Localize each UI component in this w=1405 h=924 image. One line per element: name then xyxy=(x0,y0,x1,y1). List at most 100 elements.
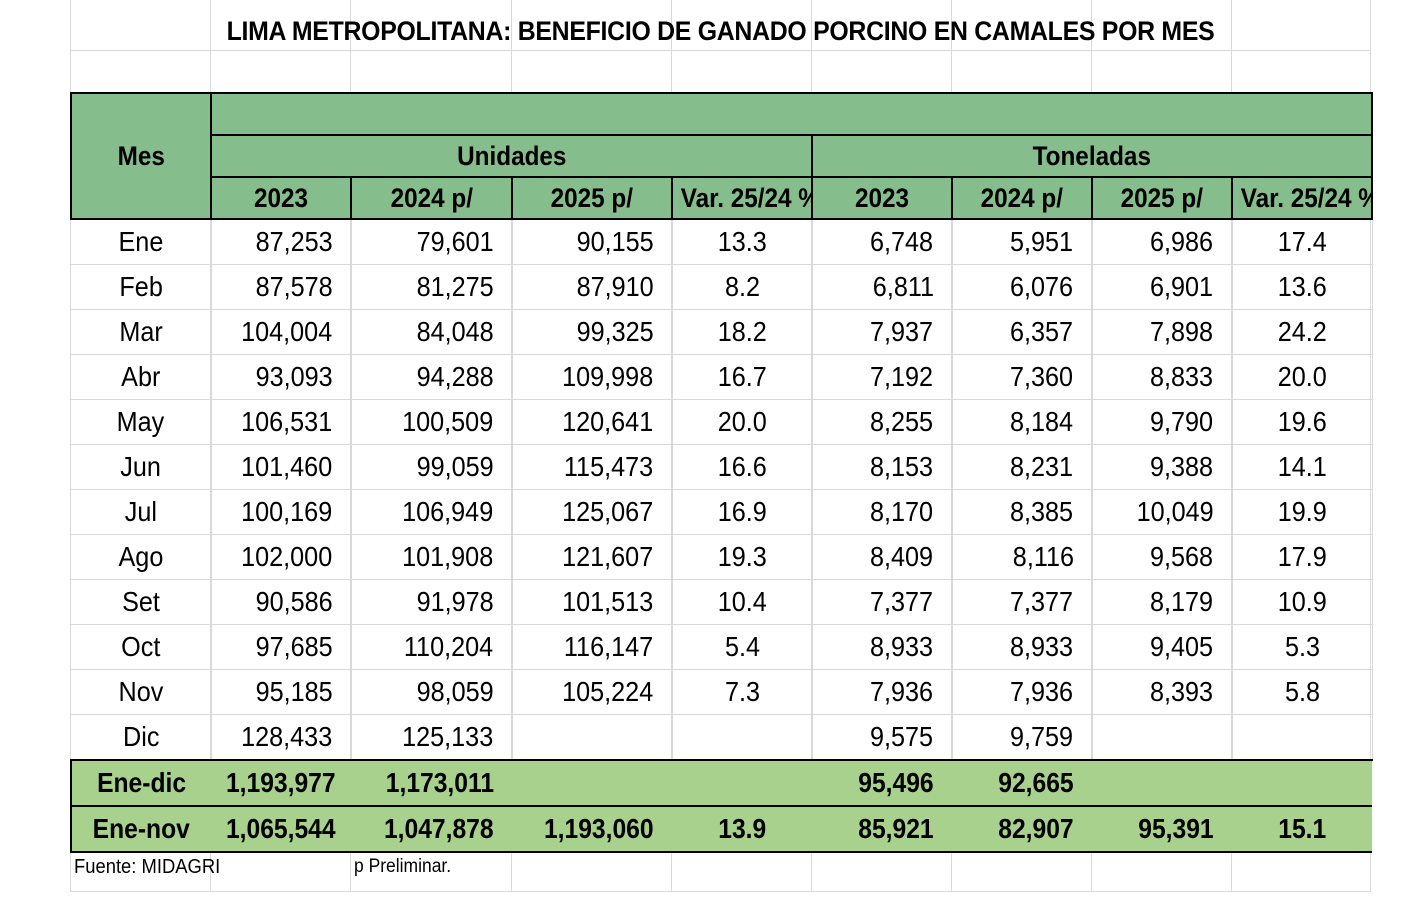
cell-u25: 1,193,060 xyxy=(512,805,672,853)
cell-uvar: 13.9 xyxy=(672,805,812,853)
cell-u25: 115,473 xyxy=(512,444,673,490)
header-mes: Mes xyxy=(70,92,212,220)
cell-uvar: 13.3 xyxy=(672,219,813,265)
cell-tvar: 19.6 xyxy=(1232,399,1373,445)
cell-tvar: 20.0 xyxy=(1232,354,1373,400)
cell-u23: 93,093 xyxy=(211,354,352,400)
month-label: Feb xyxy=(71,264,212,310)
cell-u25: 116,147 xyxy=(512,624,673,670)
header-year-unidades-0: 2023 xyxy=(210,176,352,220)
month-label: Ene xyxy=(71,219,212,265)
cell-tvar: 10.9 xyxy=(1232,579,1373,625)
cell-u25: 101,513 xyxy=(512,579,673,625)
cell-u23: 87,578 xyxy=(211,264,352,310)
cell-t23: 85,921 xyxy=(812,805,952,853)
cell-u24: 106,949 xyxy=(351,489,513,535)
cell-tvar xyxy=(1232,759,1372,807)
cell-t25: 6,986 xyxy=(1092,219,1233,265)
cell-t25: 95,391 xyxy=(1092,805,1232,853)
cell-t25: 9,388 xyxy=(1092,444,1233,490)
month-label: Jul xyxy=(71,489,212,535)
cell-t23: 8,170 xyxy=(812,489,953,535)
month-row: Jun 101,460 99,059 115,473 16.6 8,153 8,231 9,3… xyxy=(71,444,1373,490)
total-row: Ene-nov 1,065,544 1,047,878 1,193,060 13.9 85… xyxy=(70,805,1372,853)
cell-t23: 8,409 xyxy=(812,534,953,580)
month-label: Abr xyxy=(71,354,212,400)
month-row: May 106,531 100,509 120,641 20.0 8,255 8,184 9,… xyxy=(71,399,1373,445)
cell-u23: 95,185 xyxy=(211,669,352,715)
month-label: Ene-dic xyxy=(70,759,211,807)
cell-t25: 6,901 xyxy=(1092,264,1233,310)
header-year-toneladas-3: Var. 25/24 % xyxy=(1231,176,1373,220)
cell-t24: 7,936 xyxy=(952,669,1093,715)
cell-u25: 109,998 xyxy=(512,354,673,400)
cell-u23: 101,460 xyxy=(211,444,352,490)
cell-t24: 92,665 xyxy=(952,759,1092,807)
cell-t24: 8,184 xyxy=(952,399,1093,445)
cell-u25: 120,641 xyxy=(512,399,673,445)
cell-t23: 8,255 xyxy=(812,399,953,445)
cell-u23: 87,253 xyxy=(211,219,352,265)
month-row: Ene 87,253 79,601 90,155 13.3 6,748 5,951 6,986… xyxy=(71,219,1373,265)
cell-t24: 8,231 xyxy=(952,444,1093,490)
cell-t23: 7,937 xyxy=(812,309,953,355)
cell-t24: 9,759 xyxy=(952,714,1093,761)
cell-t25: 9,790 xyxy=(1092,399,1233,445)
data-table: Mes Unidades Toneladas 2023 2024 p/2025 p… xyxy=(70,92,1373,853)
cell-tvar: 13.6 xyxy=(1232,264,1373,310)
cell-t23: 7,377 xyxy=(812,579,953,625)
cell-u25: 87,910 xyxy=(512,264,673,310)
header-year-unidades-2: 2025 p/ xyxy=(511,176,673,220)
cell-uvar xyxy=(672,714,813,761)
cell-t25 xyxy=(1092,714,1233,761)
cell-u24: 91,978 xyxy=(351,579,513,625)
cell-tvar: 15.1 xyxy=(1232,805,1372,853)
cell-t24: 7,377 xyxy=(952,579,1093,625)
cell-u24: 79,601 xyxy=(351,219,513,265)
cell-uvar: 7.3 xyxy=(672,669,813,715)
cell-u25: 99,325 xyxy=(512,309,673,355)
cell-uvar: 16.9 xyxy=(672,489,813,535)
cell-uvar: 8.2 xyxy=(672,264,813,310)
header-year-unidades-3: Var. 25/24 % xyxy=(671,176,813,220)
cell-u24: 94,288 xyxy=(351,354,513,400)
header-year-toneladas-0: 2023 xyxy=(811,176,953,220)
cell-tvar: 14.1 xyxy=(1232,444,1373,490)
cell-t23: 7,192 xyxy=(812,354,953,400)
cell-t24: 8,116 xyxy=(952,534,1093,580)
cell-t24: 6,357 xyxy=(952,309,1093,355)
month-label: Oct xyxy=(71,624,212,670)
cell-u24: 1,173,011 xyxy=(351,759,512,807)
cell-uvar: 19.3 xyxy=(672,534,813,580)
month-row: Jul 100,169 106,949 125,067 16.9 8,170 8,385 10… xyxy=(71,489,1373,535)
cell-u25: 121,607 xyxy=(512,534,673,580)
header-top-band xyxy=(210,92,1373,136)
cell-t23: 8,933 xyxy=(812,624,953,670)
cell-t23: 8,153 xyxy=(812,444,953,490)
month-label: Mar xyxy=(71,309,212,355)
cell-u25: 125,067 xyxy=(512,489,673,535)
cell-t25: 8,179 xyxy=(1092,579,1233,625)
cell-t25: 8,833 xyxy=(1092,354,1233,400)
month-row: Feb 87,578 81,275 87,910 8.2 6,811 6,076 6,901 1… xyxy=(71,264,1373,310)
cell-uvar: 18.2 xyxy=(672,309,813,355)
cell-u23: 1,065,544 xyxy=(211,805,351,853)
month-row: Mar 104,004 84,048 99,325 18.2 7,937 6,357 7,89… xyxy=(71,309,1373,355)
cell-t23: 95,496 xyxy=(812,759,952,807)
header-group-toneladas: Toneladas xyxy=(811,134,1373,178)
cell-u25: 90,155 xyxy=(512,219,673,265)
header-year-unidades-1: 2024 p/ xyxy=(350,176,513,220)
cell-t25: 8,393 xyxy=(1092,669,1233,715)
cell-u23: 102,000 xyxy=(211,534,352,580)
cell-u24: 1,047,878 xyxy=(351,805,512,853)
month-row: Set 90,586 91,978 101,513 10.4 7,377 7,377 8,17… xyxy=(71,579,1373,625)
cell-u25 xyxy=(512,759,672,807)
cell-u23: 128,433 xyxy=(211,714,352,761)
month-label: Jun xyxy=(71,444,212,490)
cell-u24: 101,908 xyxy=(351,534,513,580)
cell-t25: 7,898 xyxy=(1092,309,1233,355)
cell-t24: 8,933 xyxy=(952,624,1093,670)
cell-tvar: 24.2 xyxy=(1232,309,1373,355)
cell-t25: 10,049 xyxy=(1092,489,1233,535)
cell-u25: 105,224 xyxy=(512,669,673,715)
